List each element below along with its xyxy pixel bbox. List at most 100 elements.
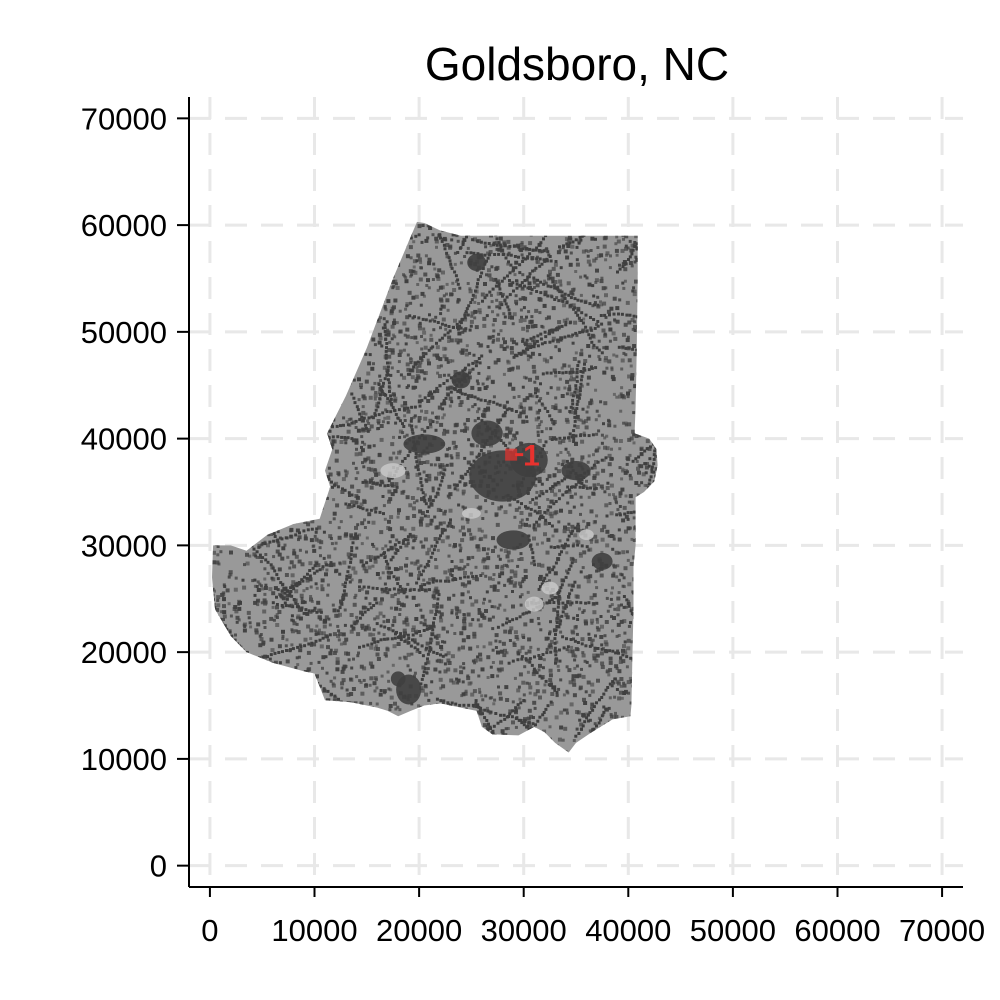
developed-pixel <box>590 682 595 687</box>
developed-pixel <box>380 674 384 678</box>
developed-pixel <box>321 373 325 377</box>
developed-pixel <box>451 471 454 475</box>
developed-pixel <box>224 727 229 732</box>
developed-pixel <box>573 533 578 538</box>
developed-pixel <box>549 639 554 644</box>
developed-pixel <box>418 570 421 574</box>
developed-pixel <box>245 234 250 238</box>
developed-pixel <box>617 696 622 701</box>
developed-pixel <box>343 608 347 612</box>
developed-pixel <box>396 705 400 709</box>
developed-pixel <box>521 406 526 411</box>
developed-pixel <box>621 281 625 285</box>
developed-pixel <box>319 505 324 510</box>
developed-pixel <box>214 490 218 494</box>
developed-pixel <box>632 286 636 290</box>
developed-pixel <box>503 608 507 612</box>
developed-pixel <box>439 618 444 623</box>
developed-pixel <box>466 563 470 567</box>
developed-pixel <box>651 270 655 274</box>
developed-pixel <box>384 288 389 293</box>
developed-pixel <box>641 268 646 273</box>
developed-pixel <box>290 573 295 578</box>
developed-pixel <box>398 449 402 453</box>
developed-pixel <box>402 239 406 243</box>
developed-pixel <box>367 291 371 296</box>
developed-pixel <box>519 402 523 406</box>
developed-pixel <box>552 511 557 516</box>
developed-pixel <box>588 354 592 358</box>
developed-pixel <box>424 692 429 697</box>
developed-pixel <box>487 305 491 309</box>
developed-pixel <box>484 499 488 503</box>
developed-pixel <box>661 324 664 327</box>
developed-pixel <box>655 303 658 307</box>
developed-pixel <box>440 648 444 651</box>
developed-pixel <box>572 505 576 509</box>
developed-pixel <box>229 394 234 399</box>
developed-pixel <box>472 353 476 357</box>
developed-pixel <box>600 441 604 445</box>
developed-pixel <box>409 572 414 577</box>
developed-pixel <box>546 566 551 571</box>
developed-pixel <box>212 618 217 623</box>
developed-pixel <box>346 692 351 697</box>
developed-pixel <box>538 408 542 412</box>
developed-pixel <box>544 636 549 641</box>
developed-pixel <box>315 407 320 412</box>
developed-pixel <box>622 605 626 609</box>
developed-pixel <box>446 651 451 656</box>
developed-pixel <box>300 676 304 680</box>
developed-pixel <box>252 315 256 319</box>
developed-pixel <box>489 277 494 282</box>
developed-pixel <box>273 702 278 707</box>
developed-pixel <box>537 476 542 481</box>
developed-pixel <box>631 684 635 688</box>
developed-pixel <box>232 286 236 290</box>
developed-pixel <box>314 704 318 709</box>
developed-pixel <box>419 634 423 638</box>
developed-pixel <box>212 688 216 693</box>
developed-pixel <box>262 620 267 625</box>
developed-pixel <box>386 618 390 623</box>
developed-pixel <box>492 318 497 322</box>
developed-pixel <box>524 376 528 380</box>
developed-pixel <box>647 643 652 648</box>
developed-pixel <box>503 433 508 438</box>
developed-pixel <box>652 711 656 714</box>
developed-pixel <box>244 702 248 706</box>
developed-pixel <box>326 475 330 479</box>
developed-pixel <box>248 621 252 625</box>
developed-pixel <box>245 552 249 557</box>
developed-pixel <box>341 265 345 269</box>
developed-pixel <box>556 664 560 668</box>
developed-pixel <box>614 248 619 253</box>
developed-pixel <box>264 724 268 728</box>
developed-pixel <box>544 765 547 768</box>
developed-pixel <box>453 262 457 266</box>
developed-pixel <box>225 588 230 593</box>
developed-pixel <box>322 441 327 446</box>
developed-pixel <box>427 473 432 478</box>
developed-pixel <box>236 689 240 693</box>
developed-pixel <box>473 309 478 314</box>
developed-pixel <box>409 357 414 362</box>
developed-pixel <box>381 420 385 424</box>
developed-pixel <box>299 419 304 424</box>
developed-pixel <box>575 334 579 338</box>
developed-pixel <box>627 691 631 695</box>
developed-pixel <box>281 699 285 703</box>
developed-pixel <box>424 410 429 414</box>
developed-pixel <box>268 753 271 756</box>
developed-pixel <box>289 299 293 303</box>
developed-pixel <box>608 339 612 343</box>
developed-pixel <box>473 658 478 663</box>
developed-pixel <box>535 689 540 694</box>
developed-pixel <box>443 570 448 575</box>
developed-pixel <box>201 668 205 672</box>
developed-pixel <box>375 686 379 690</box>
developed-pixel <box>640 286 645 291</box>
developed-pixel <box>215 560 220 565</box>
developed-pixel <box>306 230 311 234</box>
developed-pixel <box>245 658 250 663</box>
